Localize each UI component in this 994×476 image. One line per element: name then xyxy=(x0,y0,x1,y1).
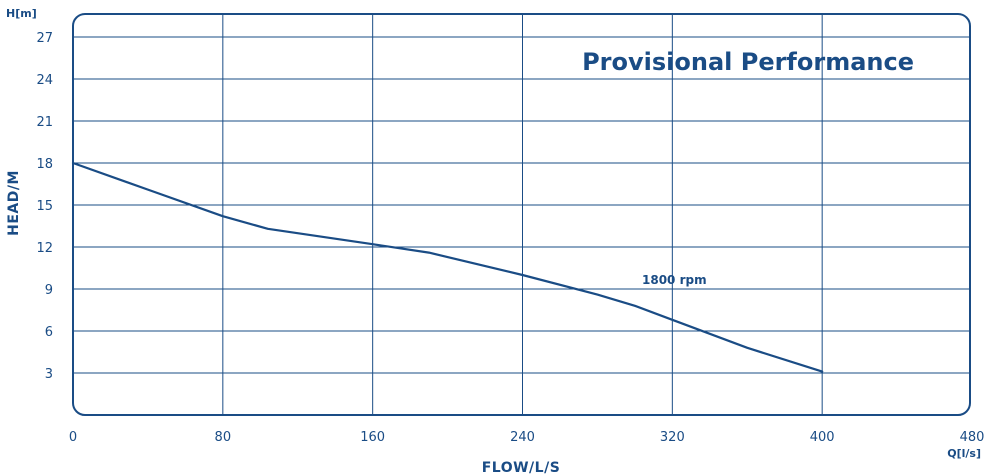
series-line-0 xyxy=(71,161,824,373)
x-tick-label: 240 xyxy=(510,430,535,445)
series-label-1800-rpm: 1800 rpm xyxy=(642,273,707,287)
plot-frame xyxy=(72,13,971,416)
x-tick-labels: 0 80 160 240 320 400 480 xyxy=(69,430,985,445)
y-tick-label: 9 xyxy=(45,283,53,298)
y-tick-label: 3 xyxy=(45,367,53,382)
series xyxy=(71,161,824,373)
y-unit-label: H[m] xyxy=(6,7,37,20)
y-tick-label: 15 xyxy=(36,199,53,214)
x-tick-label: 0 xyxy=(69,430,77,445)
y-tick-label: 27 xyxy=(36,31,53,46)
y-tick-label: 6 xyxy=(45,325,53,340)
y-tick-label: 12 xyxy=(36,241,53,256)
x-tick-label: 400 xyxy=(810,430,835,445)
x-tick-label: 480 xyxy=(960,430,985,445)
x-unit-label: Q[l/s] xyxy=(947,447,981,460)
y-tick-label: 18 xyxy=(36,157,53,172)
y-tick-label: 21 xyxy=(36,115,53,130)
y-tick-labels: 3 6 9 12 15 18 21 24 27 xyxy=(36,31,53,382)
y-axis-title: HEAD/M xyxy=(6,170,22,236)
x-axis-title: FLOW/L/S xyxy=(482,460,561,476)
grid xyxy=(73,14,970,415)
x-tick-label: 80 xyxy=(215,430,232,445)
x-tick-label: 320 xyxy=(660,430,685,445)
x-tick-label: 160 xyxy=(360,430,385,445)
y-tick-label: 24 xyxy=(36,73,53,88)
chart-title: Provisional Performance xyxy=(582,48,914,76)
